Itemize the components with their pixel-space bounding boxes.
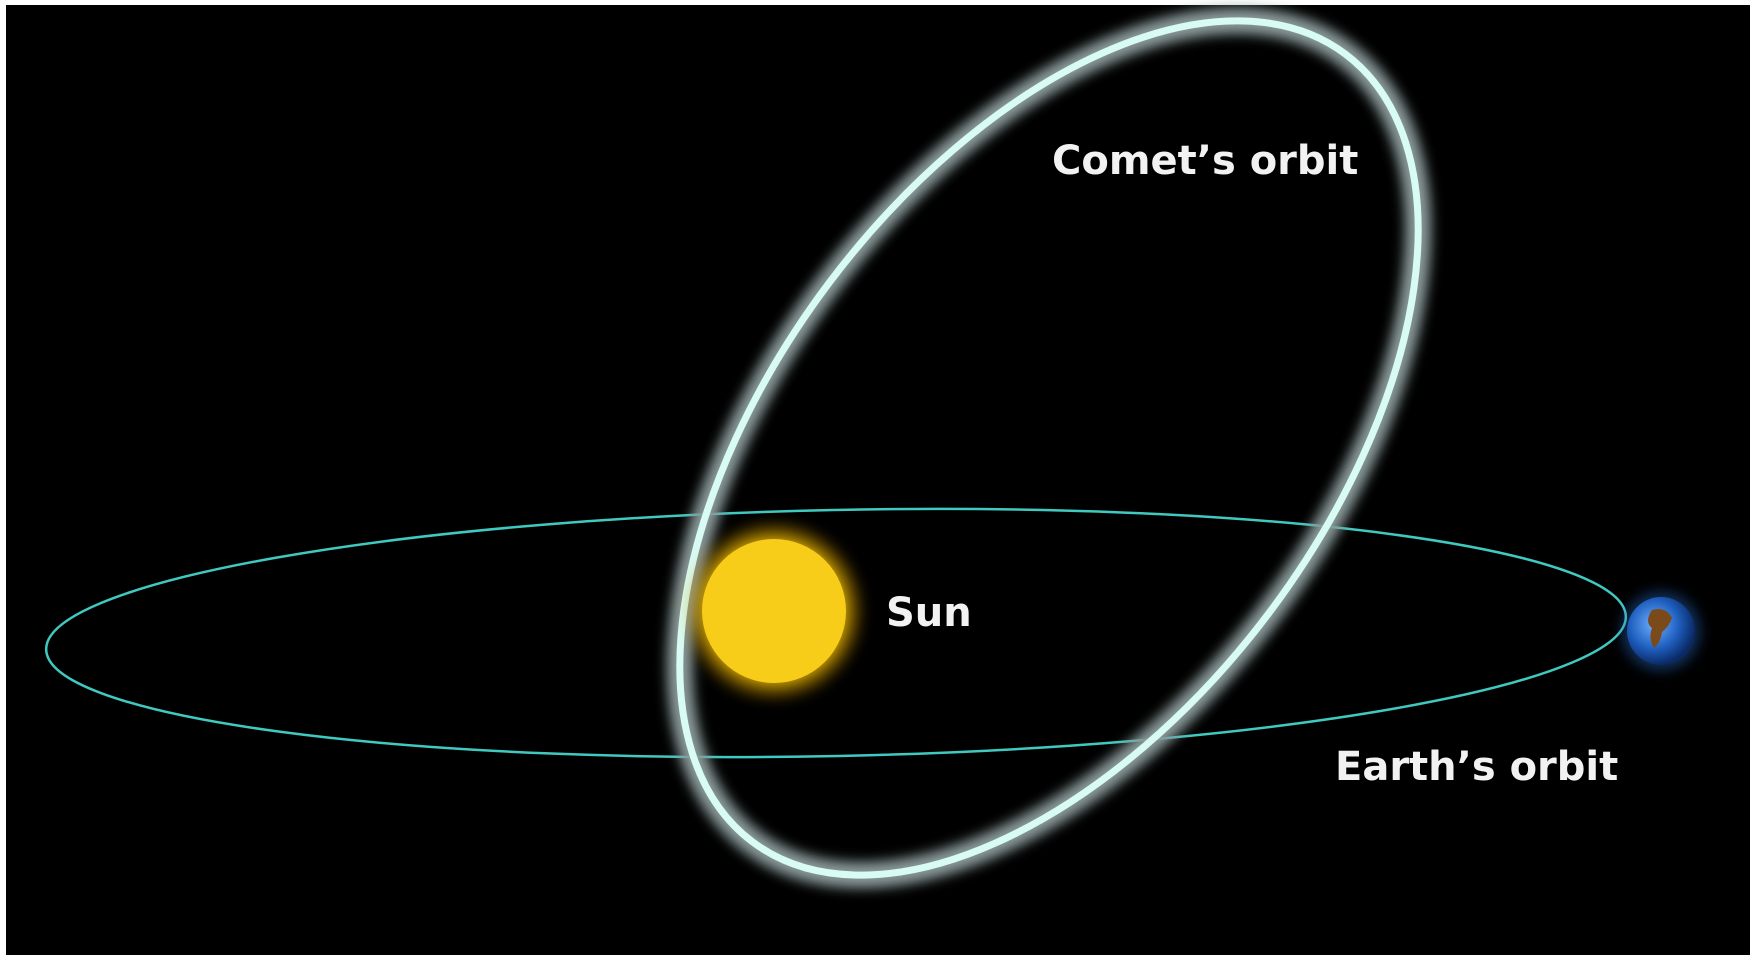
sun bbox=[682, 519, 866, 703]
comet-orbit-label: Comet’s orbit bbox=[1052, 138, 1358, 184]
earth-orbit-label: Earth’s orbit bbox=[1335, 744, 1618, 790]
sun-label: Sun bbox=[886, 590, 972, 636]
earth bbox=[1621, 591, 1701, 671]
page: Comet’s orbit Sun Earth’s orbit (() => {… bbox=[0, 0, 1759, 962]
space-background bbox=[6, 5, 1750, 955]
diagram: Comet’s orbit Sun Earth’s orbit bbox=[0, 0, 1759, 962]
